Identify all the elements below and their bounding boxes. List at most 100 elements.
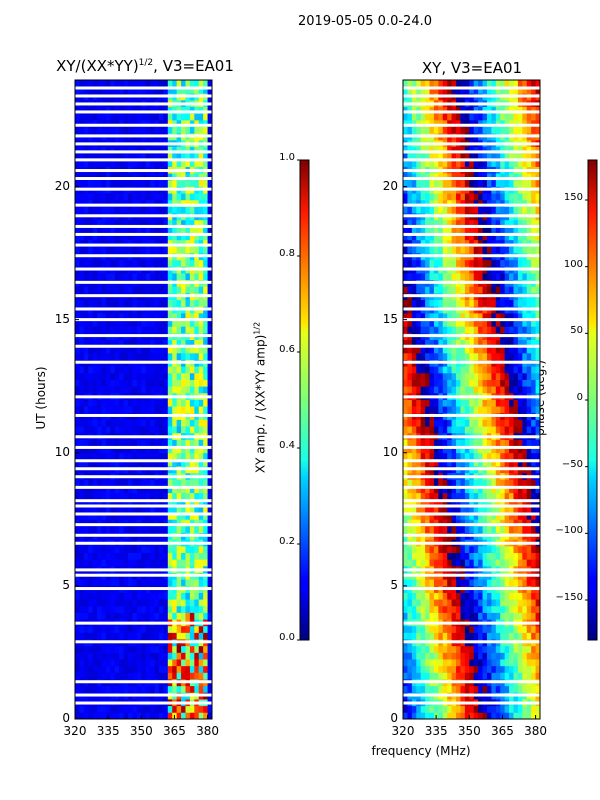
- phase-cell: [495, 645, 501, 653]
- amp-cell: [92, 106, 98, 114]
- amp-cell: [158, 672, 164, 680]
- amp-cell: [194, 239, 200, 247]
- amp-cell: [92, 206, 98, 214]
- phase-cell: [460, 665, 466, 673]
- phase-cell: [442, 625, 448, 633]
- phase-cell: [447, 545, 453, 553]
- amp-cell: [207, 712, 213, 720]
- phase-cell: [535, 599, 541, 607]
- amp-cell: [79, 512, 85, 520]
- amp-cell: [97, 239, 102, 247]
- amp-cell: [136, 339, 142, 347]
- amp-cell: [158, 665, 164, 673]
- amp-cell: [176, 579, 182, 587]
- amp-cell: [154, 592, 160, 600]
- amp-cell: [189, 159, 195, 167]
- amp-cell: [167, 459, 173, 467]
- amp-cell: [110, 599, 116, 607]
- amp-cell: [97, 419, 102, 427]
- amp-cell: [185, 273, 191, 281]
- phase-cell: [442, 612, 448, 620]
- amp-cell: [75, 193, 80, 201]
- phase-cell: [447, 605, 453, 613]
- amp-cell: [75, 352, 80, 360]
- phase-cell: [469, 312, 475, 321]
- amp-cell: [110, 326, 116, 334]
- amp-cell: [154, 119, 160, 127]
- phase-cell: [486, 426, 492, 434]
- amp-cell: [150, 399, 155, 407]
- amp-cell: [92, 199, 98, 207]
- amp-cell: [83, 499, 89, 507]
- amp-cell: [154, 299, 160, 307]
- amp-cell: [176, 492, 182, 500]
- phase-cell: [486, 625, 492, 633]
- phase-cell: [438, 599, 444, 607]
- amp-cell: [154, 239, 160, 247]
- phase-cell: [478, 326, 483, 334]
- phase-cell: [469, 426, 475, 434]
- amp-cell: [128, 326, 133, 334]
- amp-cell: [128, 525, 133, 534]
- phase-cell: [473, 512, 479, 520]
- amp-cell: [207, 233, 213, 241]
- amp-cell: [167, 645, 173, 653]
- amp-cell: [136, 346, 142, 354]
- phase-cell: [425, 486, 430, 494]
- amp-cell: [141, 599, 147, 607]
- amp-cell: [167, 559, 173, 567]
- phase-cell: [451, 645, 457, 653]
- phase-cell: [442, 645, 448, 653]
- phase-cell: [416, 559, 422, 567]
- amp-cell: [132, 86, 138, 94]
- phase-cell: [442, 685, 448, 693]
- phase-cell: [416, 366, 422, 374]
- phase-cell: [531, 399, 536, 407]
- amp-cell: [92, 552, 98, 560]
- phase-cell: [425, 339, 430, 347]
- phase-cell: [411, 579, 417, 587]
- amp-cell: [176, 339, 182, 347]
- amp-cell: [128, 106, 133, 114]
- amp-cell: [198, 499, 204, 507]
- phase-cell: [407, 512, 413, 520]
- amp-cell: [141, 219, 147, 227]
- phase-cell: [486, 352, 492, 360]
- amp-cell: [79, 126, 85, 134]
- amp-cell: [136, 219, 142, 227]
- phase-cell: [438, 659, 444, 667]
- amp-cell: [207, 452, 213, 460]
- amp-cell: [189, 346, 195, 354]
- amp-cell: [145, 452, 151, 460]
- amp-cell: [136, 159, 142, 167]
- phase-cell: [531, 339, 536, 347]
- phase-cell: [469, 379, 475, 387]
- phase-cell: [403, 625, 408, 633]
- amp-cell: [172, 552, 178, 560]
- amp-cell: [150, 246, 155, 254]
- phase-cell: [478, 552, 483, 560]
- phase-cell: [522, 672, 528, 680]
- amp-cell: [181, 599, 186, 607]
- amp-cell: [105, 479, 111, 487]
- phase-cell: [433, 652, 439, 660]
- amp-cell: [150, 319, 155, 327]
- amp-cell: [198, 153, 204, 161]
- amp-cell: [189, 179, 195, 187]
- amp-cell: [128, 552, 133, 560]
- phase-cell: [416, 346, 422, 354]
- phase-cell: [403, 452, 408, 460]
- amp-flagged-row: [75, 307, 212, 311]
- amp-cell: [185, 426, 191, 434]
- phase-cell: [451, 612, 457, 620]
- phase-cell: [522, 326, 528, 334]
- phase-cell: [486, 419, 492, 427]
- phase-cell: [486, 486, 492, 494]
- phase-cell: [407, 419, 413, 427]
- phase-cell: [447, 452, 453, 460]
- amp-cell: [145, 146, 151, 154]
- amp-cell: [154, 659, 160, 667]
- amp-cell: [150, 366, 155, 374]
- amp-cell: [105, 259, 111, 267]
- phase-cell: [403, 645, 408, 653]
